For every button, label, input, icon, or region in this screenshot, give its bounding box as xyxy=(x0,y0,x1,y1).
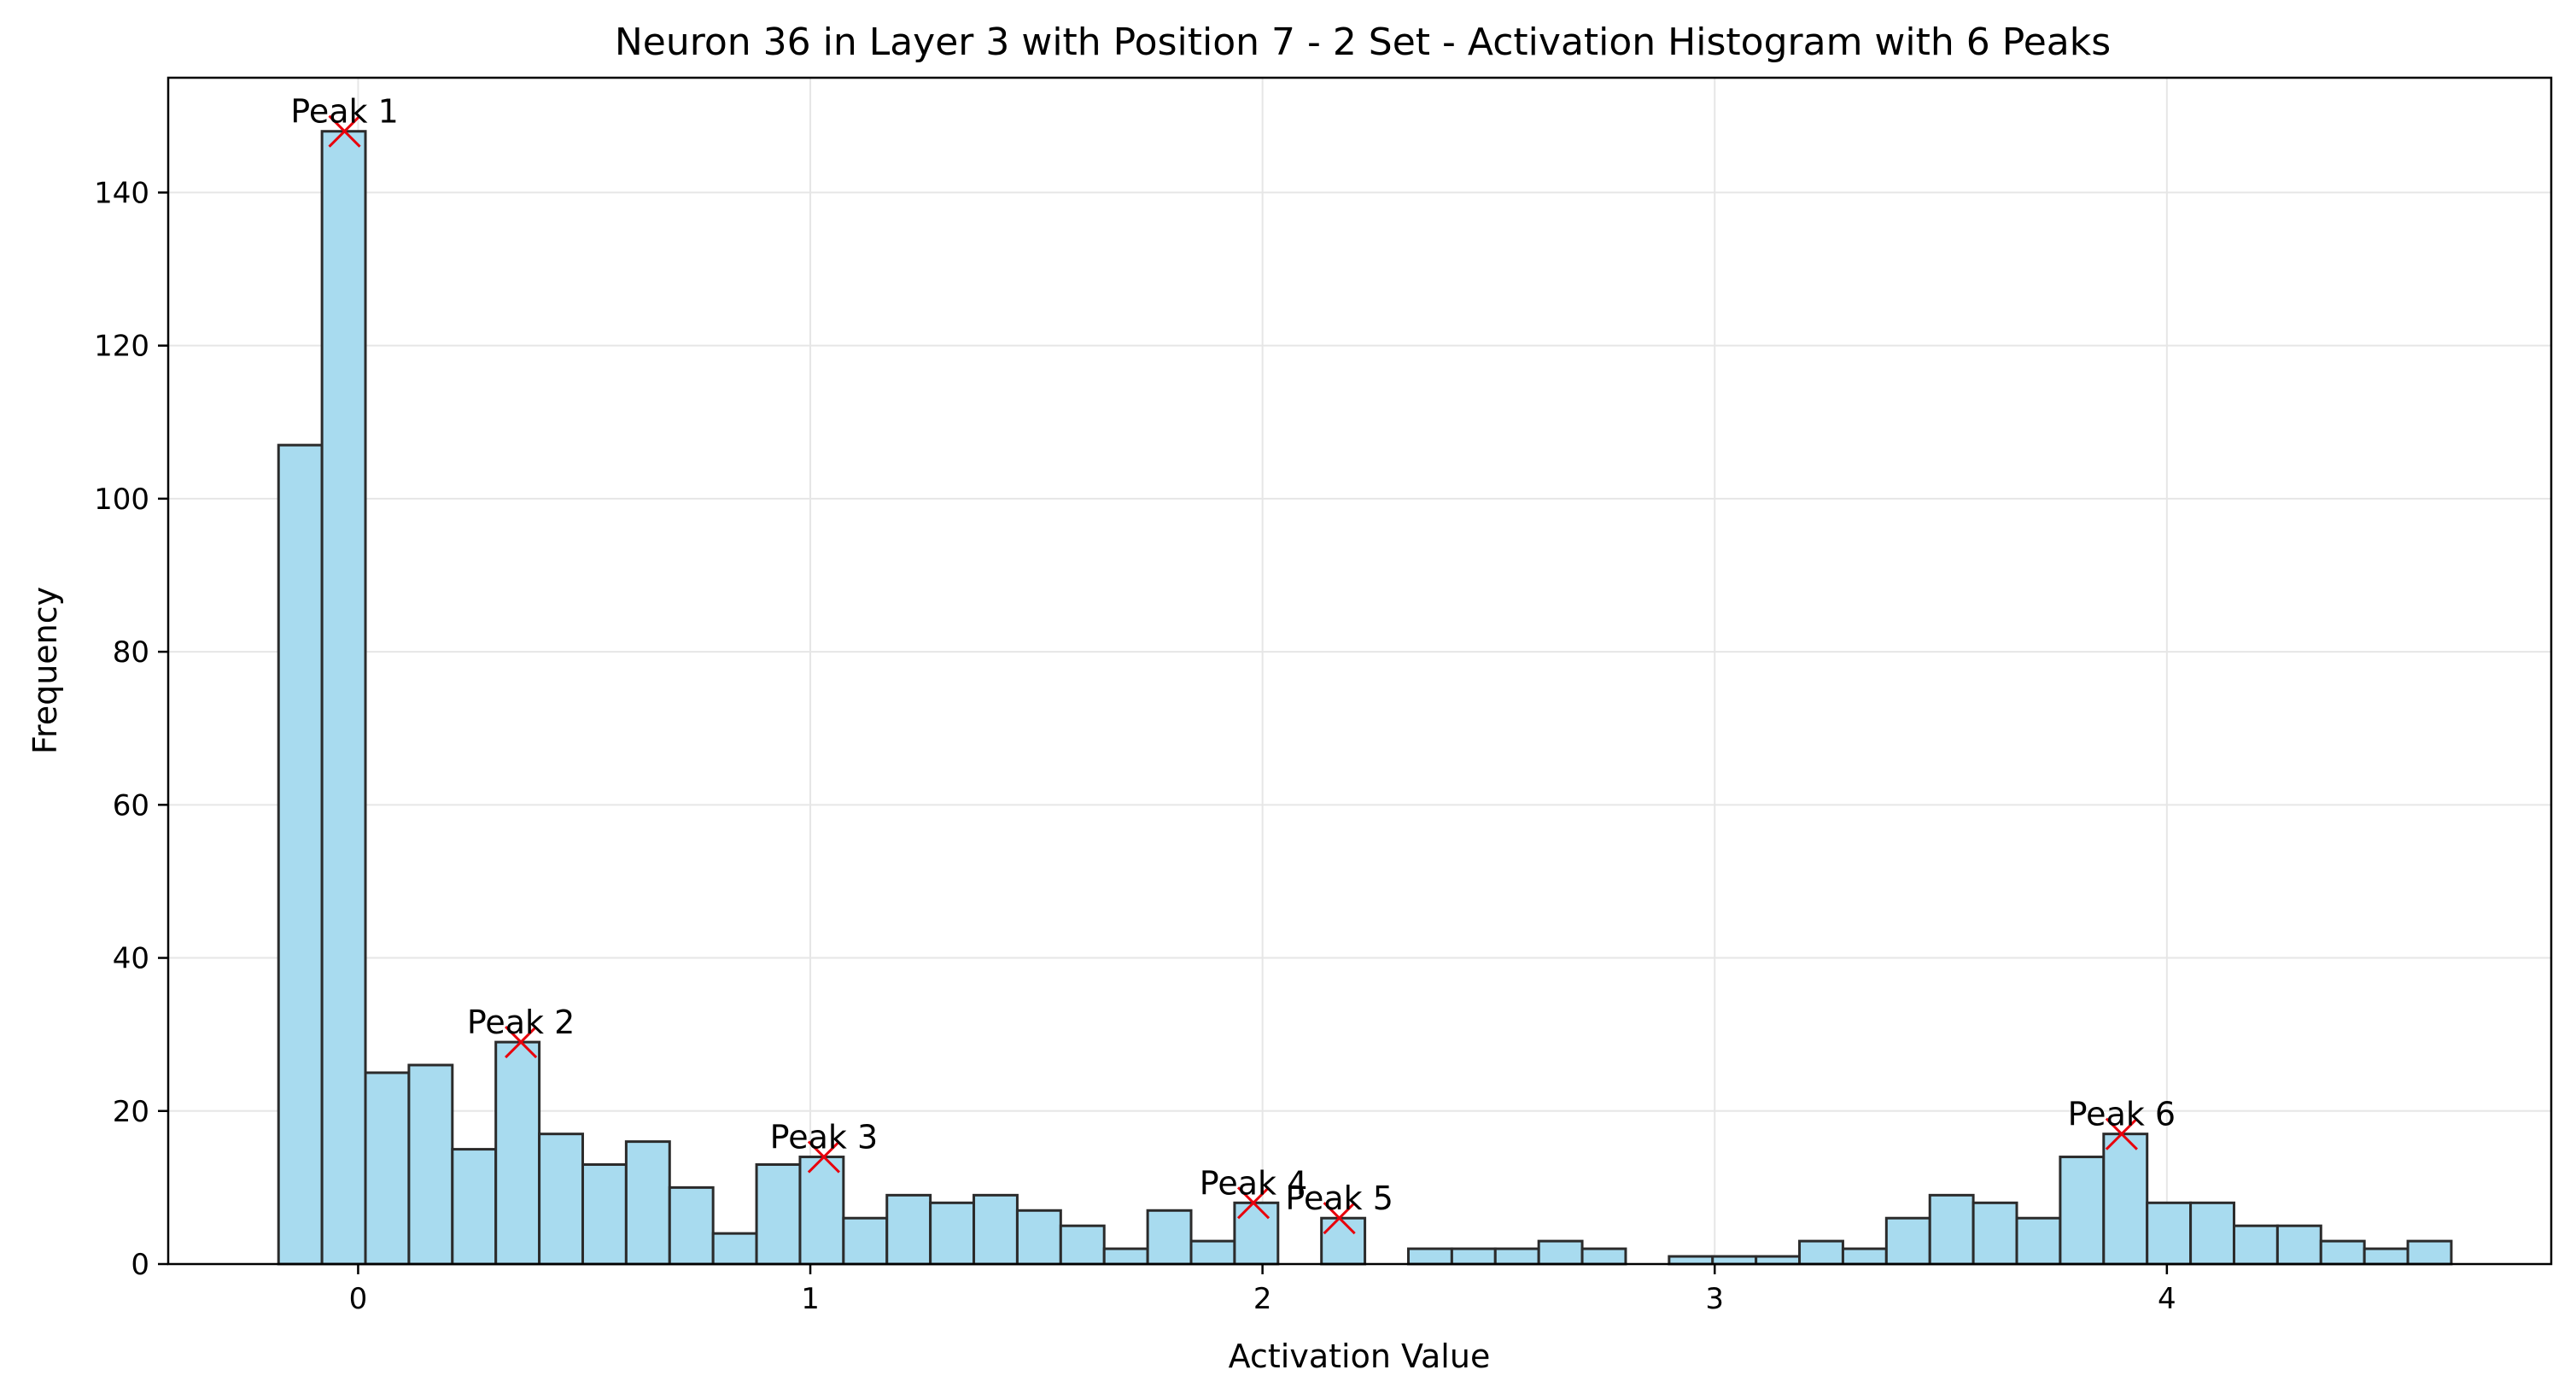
x-tick-label: 1 xyxy=(801,1282,820,1316)
peak-label: Peak 6 xyxy=(2068,1096,2176,1133)
y-tick-label: 40 xyxy=(113,942,149,976)
histogram-bar xyxy=(364,1071,411,1266)
histogram-bar xyxy=(1320,1216,1367,1266)
y-tick-label: 60 xyxy=(113,788,149,822)
peak-marker xyxy=(807,1140,840,1174)
x-axis-ticks: 0 1 2 3 4 xyxy=(349,1264,2176,1316)
peak-label: Peak 4 xyxy=(1200,1164,1308,1202)
peak-label: Peak 2 xyxy=(467,1004,575,1041)
histogram-bar xyxy=(581,1163,628,1266)
peak-marker-stroke xyxy=(1323,1202,1356,1235)
x-tick-label: 3 xyxy=(1705,1282,1724,1316)
peak-marker xyxy=(2105,1117,2138,1150)
histogram-bar xyxy=(798,1156,845,1266)
peak-label: Peak 5 xyxy=(1285,1179,1393,1217)
y-tick-label: 100 xyxy=(94,483,149,517)
x-tick-label: 0 xyxy=(349,1282,368,1316)
y-tick-label: 80 xyxy=(113,635,149,670)
x-axis-label: Activation Value xyxy=(1229,1338,1491,1375)
peak-marker xyxy=(505,1026,538,1059)
histogram-bar xyxy=(277,443,324,1266)
y-tick-label: 140 xyxy=(94,176,149,210)
histogram-bar xyxy=(2189,1201,2235,1266)
peak-marker xyxy=(328,114,361,148)
histogram-bars xyxy=(277,130,2453,1266)
histogram-bar xyxy=(1711,1255,1758,1266)
histogram-bar xyxy=(1450,1247,1497,1266)
histogram-bar xyxy=(624,1140,671,1266)
histogram-bar xyxy=(1189,1239,1236,1266)
histogram-bar xyxy=(1493,1247,1540,1266)
histogram-bar xyxy=(1059,1224,1106,1266)
histogram-bar xyxy=(2319,1239,2366,1266)
histogram-bar xyxy=(494,1040,541,1266)
plot-frame xyxy=(166,76,2553,1266)
histogram-bar xyxy=(1755,1255,1802,1266)
histogram-bar xyxy=(1406,1247,1453,1266)
histogram-bar xyxy=(1884,1216,1931,1266)
grid xyxy=(168,78,2551,1265)
histogram-bar xyxy=(1798,1239,1844,1266)
peak-marker-stroke xyxy=(1236,1186,1270,1220)
peak-marker xyxy=(1236,1186,1270,1220)
histogram-bar xyxy=(2275,1224,2322,1266)
histogram-bar xyxy=(1928,1193,1975,1266)
histogram-bar xyxy=(2059,1156,2106,1266)
peak-marker-stroke xyxy=(505,1026,538,1059)
histogram-bar xyxy=(538,1133,584,1266)
histogram-bar xyxy=(755,1163,802,1266)
histogram-bar xyxy=(973,1193,1019,1266)
x-tick-label: 4 xyxy=(2158,1282,2176,1316)
histogram-bar xyxy=(2015,1216,2062,1266)
histogram-bar xyxy=(1841,1247,1888,1266)
peak-marker-stroke xyxy=(328,114,361,148)
y-tick-label: 20 xyxy=(113,1095,149,1129)
histogram-bar xyxy=(2406,1239,2453,1266)
histogram-bar xyxy=(2232,1224,2279,1266)
y-axis-ticks: 0 20 40 60 80 100 120 140 xyxy=(94,176,168,1282)
histogram-bar xyxy=(1102,1247,1149,1266)
histogram-bar xyxy=(1971,1201,2018,1266)
histogram-bar xyxy=(711,1232,758,1266)
chart-title: Neuron 36 in Layer 3 with Position 7 - 2… xyxy=(615,20,2111,64)
peak-label: Peak 3 xyxy=(770,1119,879,1156)
histogram-bar xyxy=(929,1201,976,1266)
histogram-bar xyxy=(2146,1201,2193,1266)
peak-label: Peak 1 xyxy=(290,93,399,131)
y-tick-label: 120 xyxy=(94,330,149,364)
peak-marker-stroke xyxy=(2105,1117,2138,1150)
histogram-bar xyxy=(2102,1133,2149,1266)
y-tick-label: 0 xyxy=(131,1248,149,1282)
histogram-bar xyxy=(885,1193,932,1266)
histogram-bar xyxy=(451,1148,498,1266)
histogram-bar xyxy=(1146,1209,1193,1266)
histogram-bar xyxy=(1233,1201,1280,1266)
histogram-bar xyxy=(1537,1239,1584,1266)
x-tick-label: 2 xyxy=(1253,1282,1272,1316)
histogram-bar xyxy=(407,1063,454,1266)
histogram-bar xyxy=(2363,1247,2410,1266)
peak-marker xyxy=(1323,1202,1356,1235)
histogram-bar xyxy=(1580,1247,1627,1266)
histogram-bar xyxy=(1668,1255,1714,1266)
y-axis-label: Frequency xyxy=(26,587,64,754)
histogram-bar xyxy=(842,1216,889,1266)
peak-marker-stroke xyxy=(807,1140,840,1174)
histogram-bar xyxy=(1015,1209,1062,1266)
histogram-bar xyxy=(668,1185,715,1266)
histogram-bar xyxy=(320,130,367,1266)
